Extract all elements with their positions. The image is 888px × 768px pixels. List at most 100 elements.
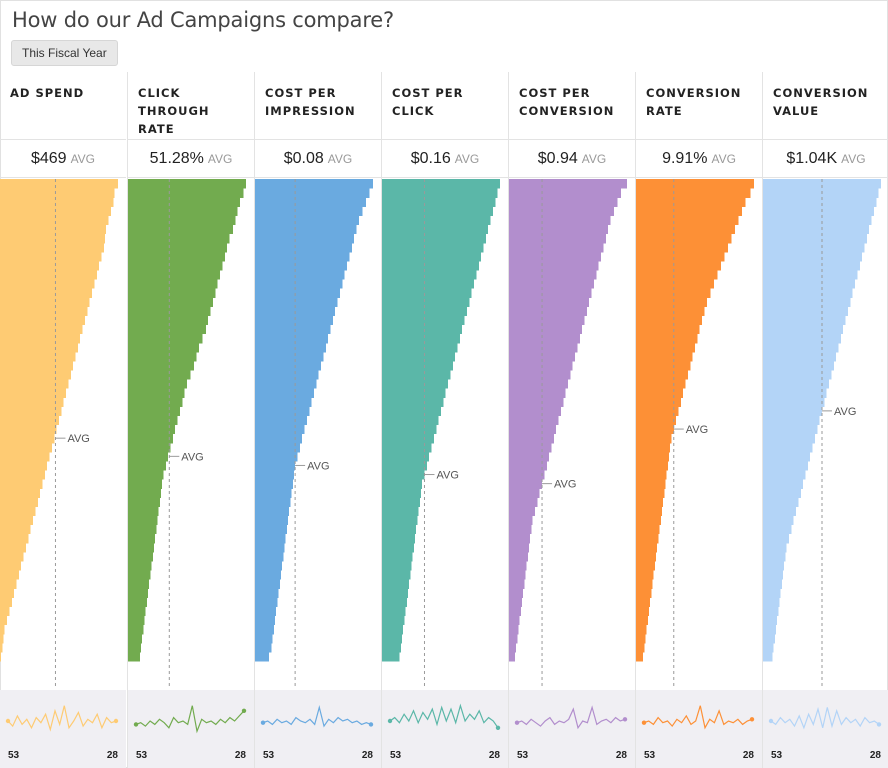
campaign-bar[interactable] xyxy=(509,506,535,517)
campaign-bar[interactable] xyxy=(128,206,238,216)
campaign-bar[interactable] xyxy=(0,597,12,607)
campaign-bar[interactable] xyxy=(382,579,410,589)
campaign-bar[interactable] xyxy=(636,479,666,489)
campaign-bar[interactable] xyxy=(509,206,615,216)
campaign-bar[interactable] xyxy=(255,224,357,235)
campaign-bar[interactable] xyxy=(255,533,286,544)
campaign-bar[interactable] xyxy=(0,333,81,344)
campaign-bar[interactable] xyxy=(0,524,31,535)
campaign-bar[interactable] xyxy=(0,542,26,553)
campaign-bar[interactable] xyxy=(509,488,540,498)
campaign-bar[interactable] xyxy=(509,369,571,380)
campaign-bar[interactable] xyxy=(382,179,500,189)
campaign-bar[interactable] xyxy=(382,197,496,207)
campaign-bar[interactable] xyxy=(0,570,19,580)
campaign-bar[interactable] xyxy=(255,415,307,426)
campaign-bar[interactable] xyxy=(636,188,751,198)
campaign-bar[interactable] xyxy=(509,179,627,189)
campaign-bar[interactable] xyxy=(509,542,530,553)
campaign-bar[interactable] xyxy=(0,388,67,398)
campaign-bar[interactable] xyxy=(382,442,432,453)
campaign-bar[interactable] xyxy=(636,215,739,226)
campaign-bar[interactable] xyxy=(382,524,417,535)
campaign-bar[interactable] xyxy=(255,460,296,471)
campaign-bar[interactable] xyxy=(636,506,662,517)
campaign-bar[interactable] xyxy=(636,560,655,571)
campaign-bar[interactable] xyxy=(636,651,644,662)
campaign-bar[interactable] xyxy=(128,579,150,589)
campaign-bar[interactable] xyxy=(255,242,352,253)
campaign-bar[interactable] xyxy=(128,479,163,489)
campaign-bar[interactable] xyxy=(763,315,846,326)
campaign-bar[interactable] xyxy=(128,488,162,498)
campaign-bar[interactable] xyxy=(0,397,64,407)
campaign-bar[interactable] xyxy=(255,424,305,435)
campaign-bar[interactable] xyxy=(255,488,292,498)
campaign-bar[interactable] xyxy=(128,497,160,507)
campaign-bar[interactable] xyxy=(0,297,90,307)
campaign-bar[interactable] xyxy=(636,406,679,417)
campaign-bar[interactable] xyxy=(636,351,693,362)
campaign-bar[interactable] xyxy=(509,342,578,353)
campaign-bar[interactable] xyxy=(382,624,404,635)
campaign-bar[interactable] xyxy=(255,615,276,626)
campaign-bar[interactable] xyxy=(0,369,71,380)
campaign-bar[interactable] xyxy=(382,551,413,562)
campaign-bar[interactable] xyxy=(128,624,144,635)
campaign-bar[interactable] xyxy=(763,642,774,653)
campaign-bar[interactable] xyxy=(636,369,688,380)
metric-header[interactable]: CONVERSION VALUE xyxy=(763,72,888,140)
campaign-bar[interactable] xyxy=(509,469,545,480)
campaign-bar[interactable] xyxy=(382,188,498,198)
campaign-bar[interactable] xyxy=(763,424,818,435)
campaign-bar[interactable] xyxy=(509,260,599,271)
campaign-bar[interactable] xyxy=(382,497,420,507)
campaign-bar[interactable] xyxy=(0,406,62,417)
campaign-bar[interactable] xyxy=(0,451,50,462)
campaign-bar[interactable] xyxy=(382,515,418,526)
campaign-bar[interactable] xyxy=(763,188,879,198)
campaign-bar[interactable] xyxy=(382,488,421,498)
campaign-bar[interactable] xyxy=(128,288,216,298)
campaign-bar[interactable] xyxy=(763,406,822,417)
metric-header[interactable]: AD SPEND xyxy=(0,72,126,140)
campaign-bar[interactable] xyxy=(255,542,285,553)
campaign-bar[interactable] xyxy=(382,570,411,580)
campaign-bar[interactable] xyxy=(382,415,439,426)
campaign-bar[interactable] xyxy=(636,197,746,207)
campaign-bar[interactable] xyxy=(0,242,104,253)
campaign-bar[interactable] xyxy=(255,188,370,198)
campaign-bar[interactable] xyxy=(763,179,881,189)
campaign-bar[interactable] xyxy=(636,460,668,471)
campaign-bar[interactable] xyxy=(509,615,520,626)
campaign-bar[interactable] xyxy=(636,415,677,426)
campaign-bar[interactable] xyxy=(255,397,312,407)
campaign-bar[interactable] xyxy=(636,260,721,271)
campaign-bar[interactable] xyxy=(509,415,559,426)
campaign-bar[interactable] xyxy=(509,406,561,417)
campaign-bar[interactable] xyxy=(128,324,206,335)
campaign-bar[interactable] xyxy=(509,433,554,444)
campaign-bar[interactable] xyxy=(382,533,416,544)
campaign-bar[interactable] xyxy=(636,442,671,453)
campaign-bar[interactable] xyxy=(382,606,406,617)
campaign-bar[interactable] xyxy=(509,551,528,562)
campaign-bar[interactable] xyxy=(255,479,293,489)
campaign-bar[interactable] xyxy=(636,642,645,653)
campaign-bar[interactable] xyxy=(255,233,355,244)
campaign-bar[interactable] xyxy=(763,570,784,580)
campaign-bar[interactable] xyxy=(255,351,324,362)
campaign-bar[interactable] xyxy=(763,397,825,407)
campaign-bar[interactable] xyxy=(509,524,532,535)
campaign-bar[interactable] xyxy=(763,497,799,507)
campaign-bar[interactable] xyxy=(128,633,143,644)
campaign-bar[interactable] xyxy=(382,560,412,571)
campaign-bar[interactable] xyxy=(255,406,310,417)
campaign-bar[interactable] xyxy=(128,469,164,480)
campaign-bar[interactable] xyxy=(0,642,3,653)
campaign-bar[interactable] xyxy=(636,615,648,626)
campaign-bar[interactable] xyxy=(763,342,839,353)
campaign-bar[interactable] xyxy=(763,551,786,562)
campaign-bar[interactable] xyxy=(509,188,622,198)
campaign-bar[interactable] xyxy=(128,188,244,198)
